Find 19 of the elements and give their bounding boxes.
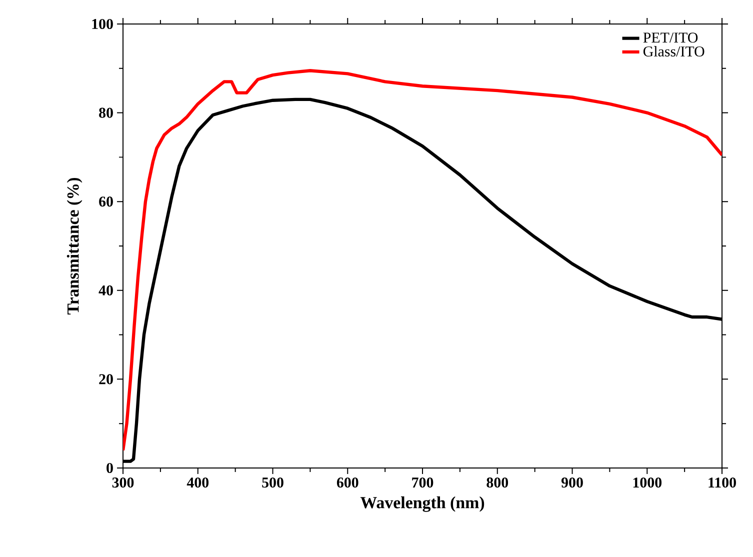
x-tick-label: 1100 <box>708 478 736 488</box>
x-tick-label: 1000 <box>633 478 662 488</box>
x-tick-label: 700 <box>412 478 434 488</box>
x-tick-label: 300 <box>112 478 134 488</box>
y-tick-label: 20 <box>99 374 113 384</box>
x-tick-label: 600 <box>336 478 358 488</box>
x-tick-label: 900 <box>561 478 583 488</box>
y-axis-title: Transmittance (%) <box>66 178 82 314</box>
x-tick-label: 400 <box>186 478 209 488</box>
x-tick-label: 500 <box>262 478 284 488</box>
x-tick-label: 800 <box>486 478 508 488</box>
y-tick-label: 0 <box>106 462 113 474</box>
y-tick-label: 100 <box>92 18 113 30</box>
y-tick-label: 80 <box>99 108 113 118</box>
x-axis-title: Wavelength (nm) <box>360 496 484 512</box>
y-tick-label: 40 <box>98 285 113 296</box>
legend-label: Glass/ITO <box>643 46 704 56</box>
legend-label: PET/ITO <box>643 32 698 43</box>
y-tick-label: 60 <box>99 196 113 207</box>
